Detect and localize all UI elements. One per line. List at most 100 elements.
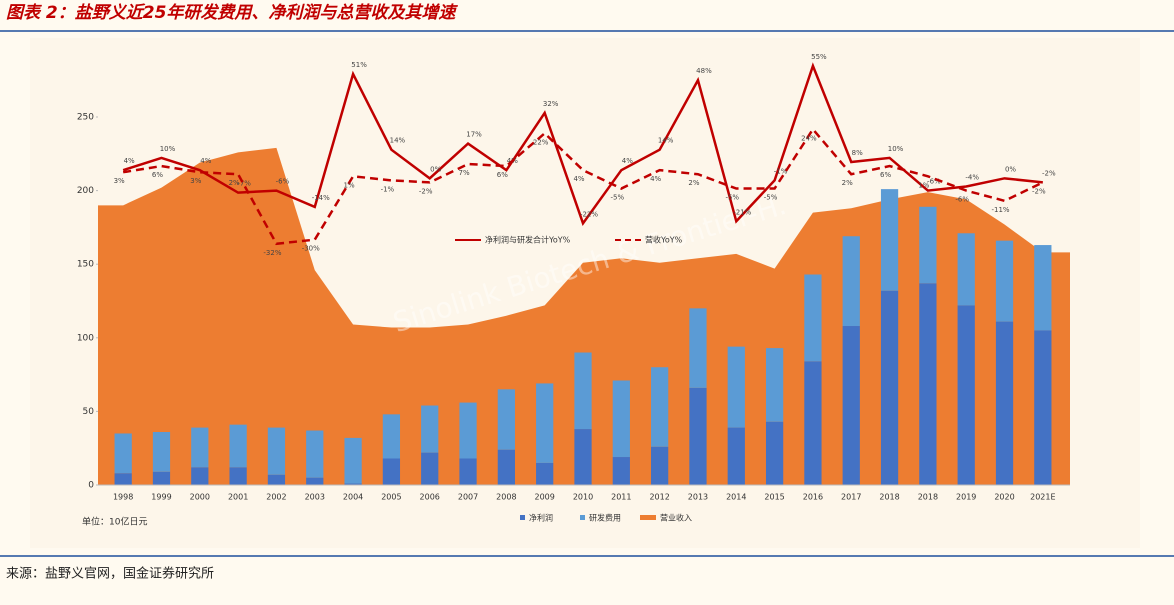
data-label: 14% <box>390 137 406 145</box>
data-label: 3% <box>190 177 201 185</box>
bar <box>957 233 975 306</box>
bar <box>267 427 286 475</box>
area <box>98 147 1070 486</box>
x-tick-label: 2002 <box>266 493 286 502</box>
data-label: -4% <box>965 174 979 182</box>
bar <box>612 380 630 458</box>
data-label: 1% <box>918 181 929 189</box>
x-tick-label: 2000 <box>190 493 210 502</box>
data-label: 22% <box>533 138 549 146</box>
bar <box>536 462 554 485</box>
data-label: 17% <box>466 131 482 139</box>
bar <box>191 467 209 485</box>
data-label: 24% <box>801 134 817 142</box>
bar <box>306 430 324 478</box>
data-label: -30% <box>302 245 320 253</box>
y-tick-label: 0 <box>88 481 94 491</box>
bar <box>574 429 592 485</box>
data-label: 0% <box>430 165 441 173</box>
bar <box>880 189 899 291</box>
y-tick-label: 100 <box>77 333 94 343</box>
bar <box>804 361 822 485</box>
bar <box>536 383 554 463</box>
data-label: 3% <box>114 177 125 185</box>
bar <box>152 471 171 485</box>
x-tick-label: 2007 <box>458 493 478 502</box>
legend-label: 营收YoY% <box>645 235 683 245</box>
x-tick-label: 2004 <box>343 493 363 502</box>
bar <box>229 424 247 468</box>
bar <box>459 458 477 485</box>
bar <box>459 402 477 459</box>
x-tick-label: 2017 <box>841 493 861 502</box>
x-tick-label: 2021E <box>1030 493 1055 502</box>
x-tick-label: 2019 <box>956 493 976 502</box>
y-tick-label: 200 <box>77 186 94 196</box>
x-tick-label: 2006 <box>420 493 440 502</box>
data-label: -5% <box>725 194 739 202</box>
bar <box>421 405 439 453</box>
data-label: 6% <box>497 171 508 179</box>
bar <box>995 321 1014 485</box>
legend-label: 净利润 <box>529 513 553 523</box>
legend-label: 营业收入 <box>660 513 692 523</box>
data-label: 32% <box>543 100 559 108</box>
y-tick-label: 150 <box>77 260 94 270</box>
bar <box>804 274 822 362</box>
data-label: 10% <box>888 145 904 153</box>
data-label: 4% <box>200 157 211 165</box>
data-label: -32% <box>263 249 281 257</box>
bar <box>689 387 707 485</box>
data-label: 2% <box>842 179 853 187</box>
bar <box>765 421 784 485</box>
bar <box>382 458 401 485</box>
unit-label: 单位：10亿日元 <box>82 516 147 528</box>
bar <box>421 452 439 485</box>
bar <box>689 308 707 388</box>
x-tick-label: 2015 <box>764 493 784 502</box>
bar <box>306 477 324 485</box>
data-label: 55% <box>811 53 827 61</box>
bar <box>995 240 1014 322</box>
data-label: -6% <box>276 178 290 186</box>
data-label: -2% <box>419 187 433 195</box>
bar <box>957 305 975 485</box>
bar <box>651 367 669 447</box>
data-label: 4% <box>573 175 584 183</box>
x-tick-label: 2014 <box>726 493 746 502</box>
x-tick-label: 2005 <box>381 493 401 502</box>
data-label: 4% <box>622 157 633 165</box>
bar <box>765 348 784 422</box>
data-label: 10% <box>160 145 176 153</box>
data-label: 4% <box>124 157 135 165</box>
x-tick-label: 2003 <box>305 493 325 502</box>
data-label: 2% <box>688 179 699 187</box>
data-label: 2% <box>229 179 240 187</box>
data-label: -11% <box>991 206 1009 214</box>
data-label: 6% <box>880 171 891 179</box>
x-tick-label: 1998 <box>113 493 133 502</box>
data-label: -2% <box>1042 169 1056 177</box>
bar <box>344 437 362 484</box>
data-label: -1% <box>774 167 788 175</box>
y-tick-label: 250 <box>77 113 94 123</box>
legend-swatch <box>640 515 656 520</box>
x-tick-label: 2018 <box>918 493 938 502</box>
bar <box>880 290 899 485</box>
data-label: 8% <box>852 149 863 157</box>
data-label: -1% <box>381 185 395 193</box>
data-label: -5% <box>764 194 778 202</box>
x-tick-label: 2001 <box>228 493 248 502</box>
data-label: 6% <box>152 171 163 179</box>
x-tick-label: 2010 <box>573 493 593 502</box>
bar <box>1034 245 1052 331</box>
bar <box>727 346 745 428</box>
source: 来源：盐野义官网，国金证券研究所 <box>6 566 214 582</box>
data-label: 1% <box>344 181 355 189</box>
bar <box>114 433 132 474</box>
legend-label: 净利润与研发合计YoY% <box>485 235 571 245</box>
bar <box>344 483 362 485</box>
x-tick-label: 2013 <box>688 493 708 502</box>
